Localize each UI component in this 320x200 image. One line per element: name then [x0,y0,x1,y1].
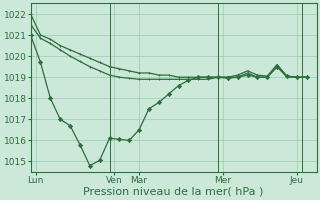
X-axis label: Pression niveau de la mer( hPa ): Pression niveau de la mer( hPa ) [84,187,264,197]
